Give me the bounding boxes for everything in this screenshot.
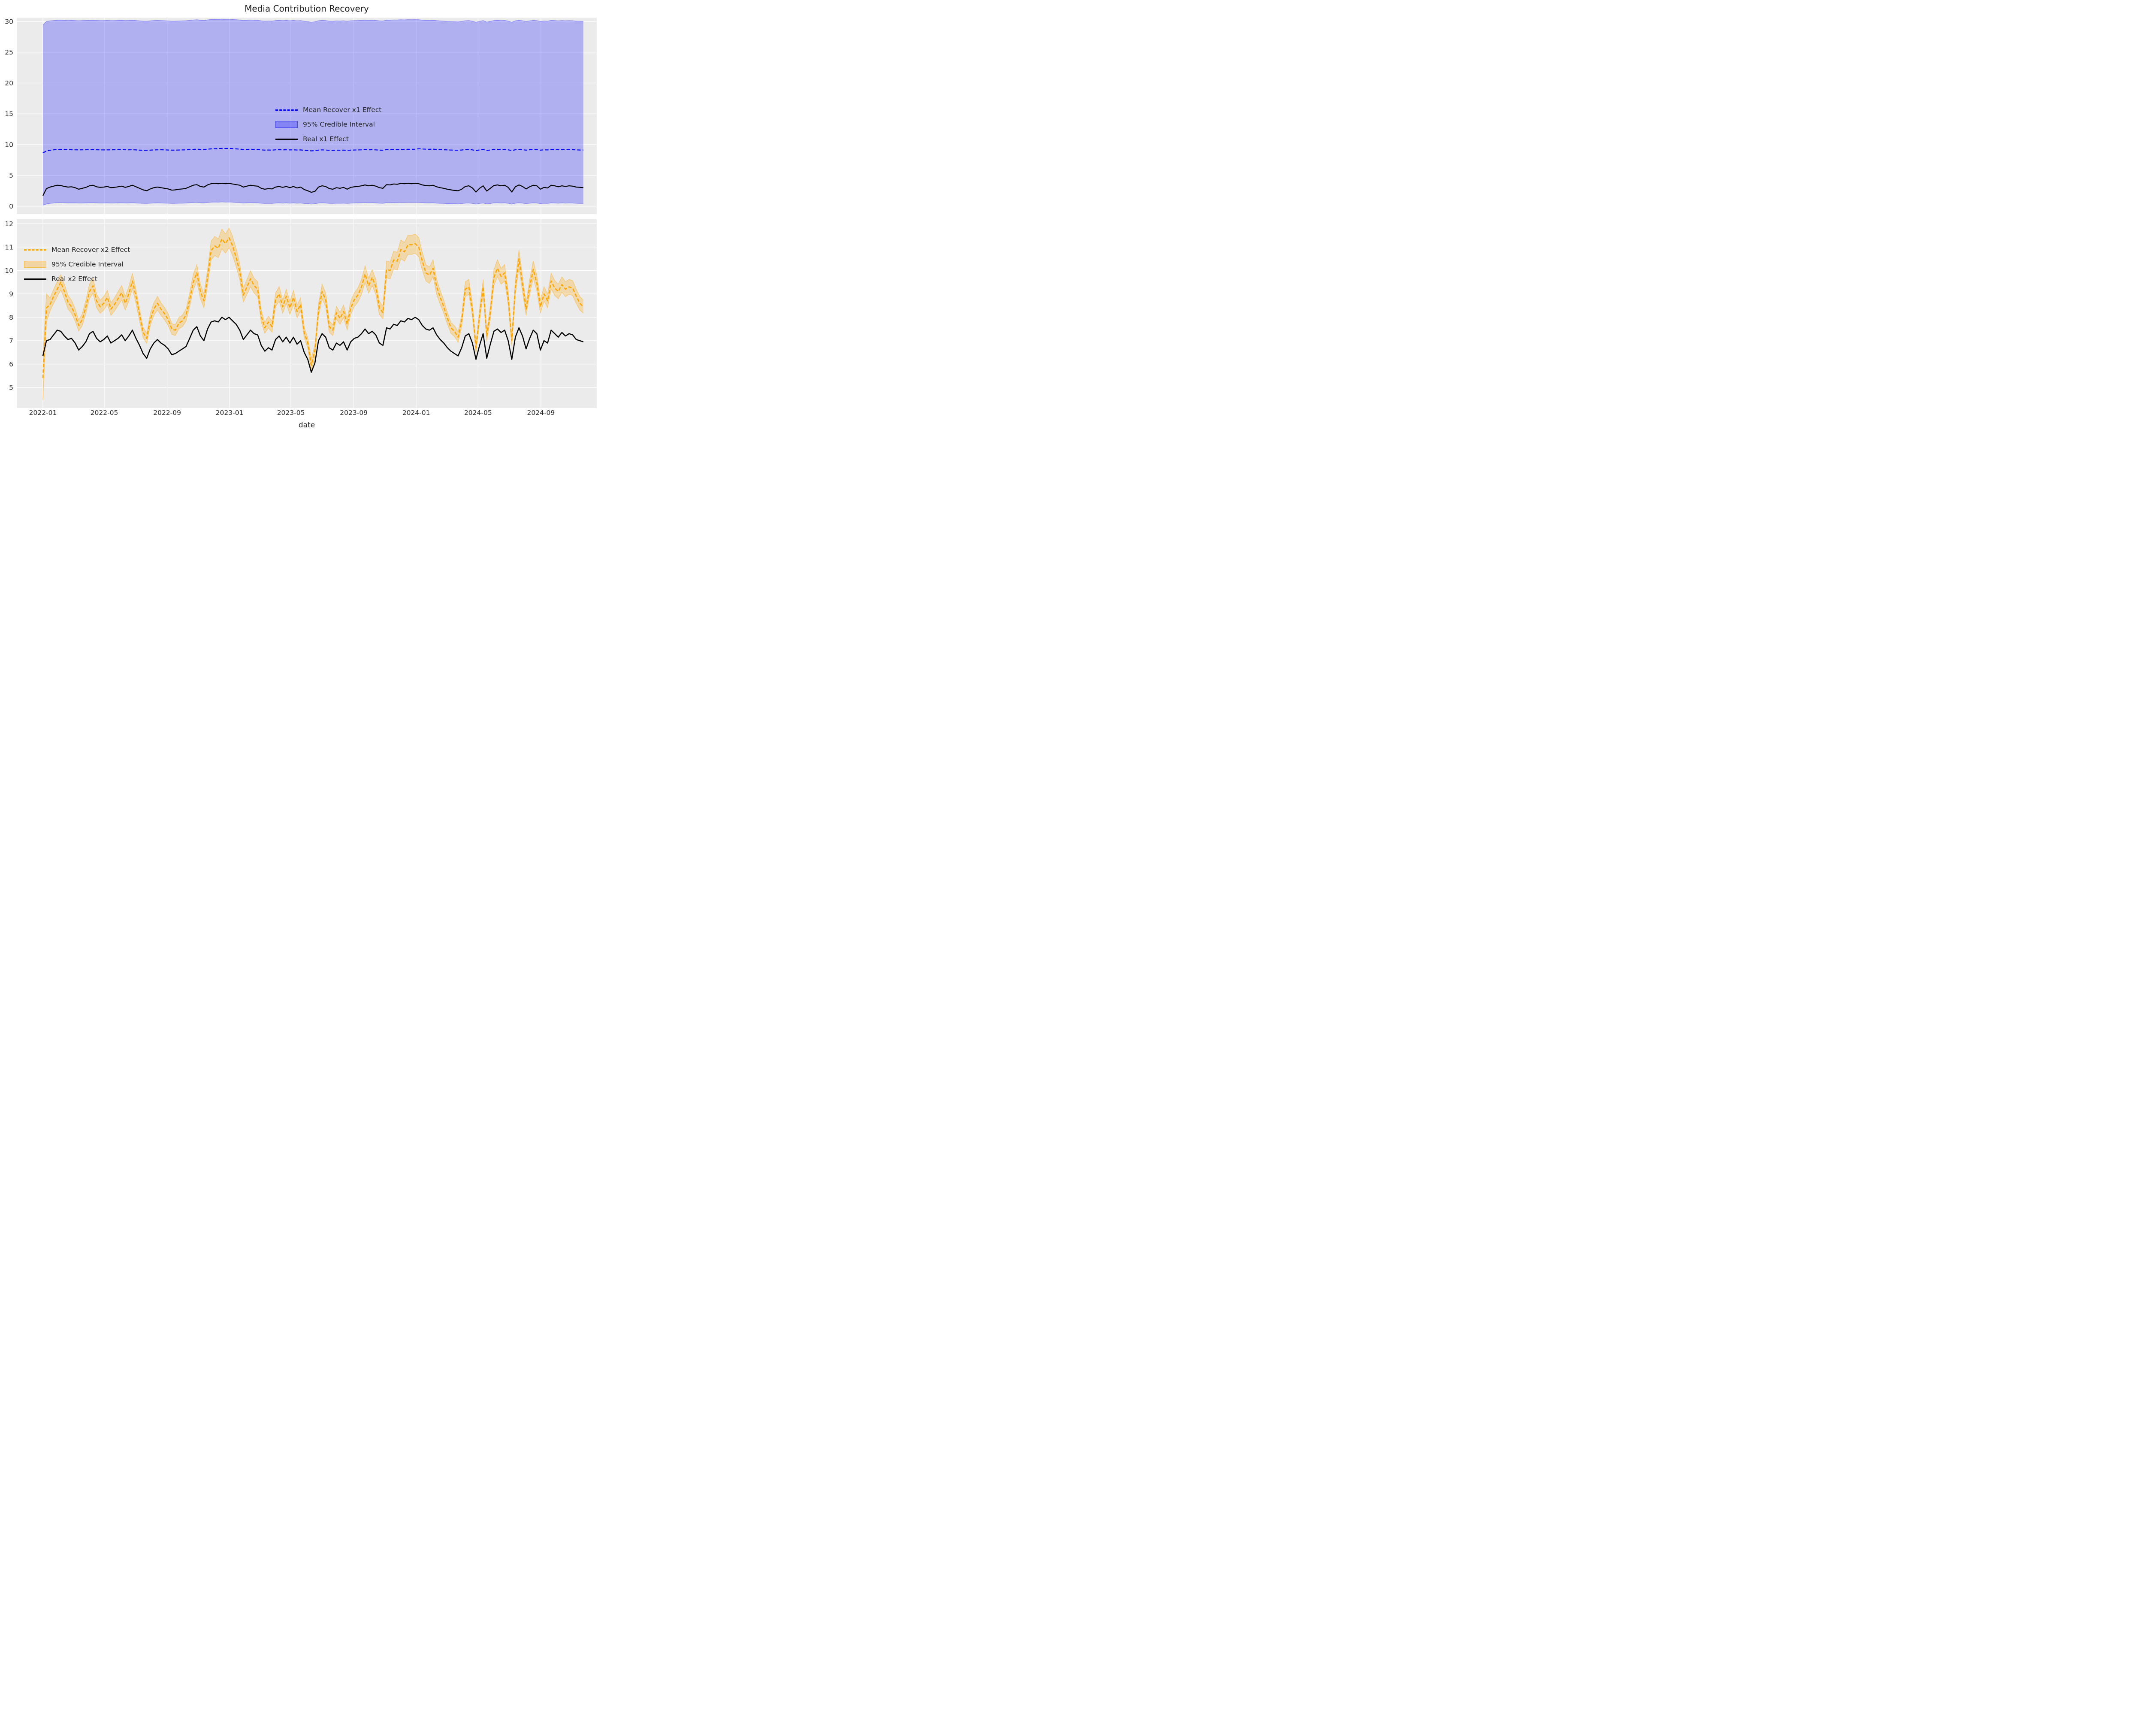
- legend-label: 95% Credible Interval: [303, 121, 375, 128]
- band-swatch-icon: [24, 261, 46, 268]
- x-axis: 2022-01 2022-05 2022-09 2023-01 2023-05 2023-…: [29, 409, 555, 417]
- y-tick-label: 10: [5, 141, 13, 148]
- band-upper-edge: [42, 227, 584, 359]
- mean-recover-line: [42, 148, 583, 154]
- top-subplot: 0 5 10 15 20 25 30: [5, 18, 597, 215]
- y-tick-label: 25: [5, 48, 13, 56]
- y-tick-label: 12: [5, 220, 13, 228]
- figure: Media Contribution Recovery 0 5 10 15 20 25 30…: [0, 0, 606, 434]
- legend-label: 95% Credible Interval: [51, 260, 124, 268]
- band-lower-edge: [42, 202, 583, 206]
- x-tick-label: 2024-05: [464, 409, 492, 417]
- band-lower-edge: [42, 247, 584, 401]
- legend-item: 95% Credible Interval: [24, 257, 130, 272]
- plot-background: [17, 219, 597, 408]
- band-upper-edge: [42, 18, 583, 25]
- y-tick-label: 15: [5, 110, 13, 118]
- x-tick-label: 2023-09: [340, 409, 368, 417]
- plot-background: [17, 18, 597, 215]
- dashed-line-swatch-icon: [24, 249, 46, 251]
- solid-line-swatch-icon: [24, 278, 46, 280]
- chart-title: Media Contribution Recovery: [245, 3, 369, 14]
- legend-item: Real x2 Effect: [24, 272, 130, 286]
- mean-recover-line: [42, 237, 584, 378]
- legend-item: Mean Recover x1 Effect: [275, 103, 381, 117]
- y-tick-label: 5: [9, 384, 13, 392]
- x-tick-label: 2022-09: [153, 409, 181, 417]
- legend-label: Real x2 Effect: [51, 275, 97, 283]
- y-tick-label: 20: [5, 79, 13, 87]
- legend-label: Real x1 Effect: [303, 135, 349, 143]
- legend-bottom: Mean Recover x2 Effect 95% Credible Inte…: [24, 242, 130, 286]
- real-effect-line: [42, 183, 583, 196]
- x-tick-label: 2022-05: [91, 409, 118, 417]
- y-tick-label: 30: [5, 18, 13, 25]
- band-swatch-icon: [275, 121, 298, 128]
- y-tick-label: 7: [9, 337, 13, 345]
- legend-label: Mean Recover x2 Effect: [51, 246, 130, 254]
- y-tick-label: 0: [9, 203, 13, 210]
- y-tick-label: 10: [5, 267, 13, 275]
- x-tick-label: 2023-05: [277, 409, 305, 417]
- legend-item: 95% Credible Interval: [275, 117, 381, 132]
- x-axis-label: date: [299, 421, 315, 429]
- legend-item: Mean Recover x2 Effect: [24, 242, 130, 257]
- credible-interval-band: [43, 19, 583, 206]
- y-tick-label: 6: [9, 360, 13, 368]
- y-tick-label: 11: [5, 243, 13, 251]
- legend-item: Real x1 Effect: [275, 132, 381, 146]
- y-tick-label: 9: [9, 290, 13, 298]
- x-tick-label: 2024-09: [527, 409, 555, 417]
- solid-line-swatch-icon: [275, 138, 298, 140]
- x-tick-label: 2023-01: [216, 409, 244, 417]
- x-tick-label: 2024-01: [402, 409, 430, 417]
- y-tick-label: 5: [9, 172, 13, 179]
- real-effect-line: [42, 317, 584, 373]
- x-tick-label: 2022-01: [29, 409, 57, 417]
- legend-label: Mean Recover x1 Effect: [303, 106, 382, 114]
- dashed-line-swatch-icon: [275, 109, 298, 111]
- credible-interval-band: [43, 228, 583, 400]
- y-tick-label: 8: [9, 314, 13, 321]
- bottom-subplot: 5 6 7 8 9 10 11 12: [5, 219, 597, 408]
- legend-top: Mean Recover x1 Effect 95% Credible Inte…: [275, 103, 381, 146]
